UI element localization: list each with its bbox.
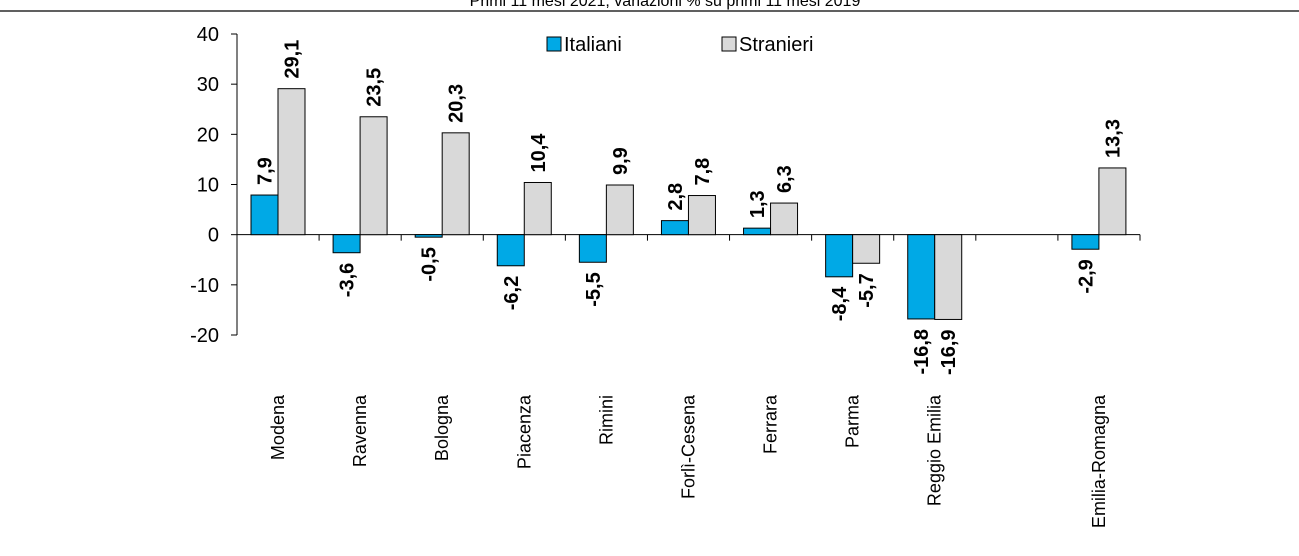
x-category-label: Modena bbox=[268, 394, 288, 460]
bar-italiani bbox=[414, 234, 443, 238]
axes: 40 30 20 10 0 -10 -20 Modena Ravenna Bologna Piace… bbox=[190, 24, 1141, 528]
data-label-stranieri: 10,4 bbox=[528, 133, 550, 173]
data-label-stranieri: 20,3 bbox=[446, 84, 468, 123]
y-tick-label: 30 bbox=[197, 74, 219, 96]
legend-swatch-stranieri bbox=[721, 36, 737, 52]
data-label-italiani: -16,8 bbox=[911, 329, 933, 375]
data-label-italiani: -3,6 bbox=[337, 263, 359, 297]
bar-italiani bbox=[825, 234, 854, 278]
x-category-label: Bologna bbox=[432, 394, 452, 461]
data-label-stranieri: 23,5 bbox=[364, 68, 386, 107]
x-category-label: Parma bbox=[843, 394, 863, 448]
bar-italiani bbox=[578, 234, 607, 263]
legend-label-stranieri: Stranieri bbox=[739, 34, 813, 56]
y-tick-label: 40 bbox=[197, 24, 219, 46]
x-category-label: Piacenza bbox=[514, 394, 534, 469]
data-label-italiani: -0,5 bbox=[419, 247, 441, 281]
bar-stranieri bbox=[852, 234, 881, 264]
legend: Italiani Stranieri bbox=[546, 34, 813, 56]
data-label-italiani: 2,8 bbox=[665, 183, 687, 211]
bar-italiani bbox=[496, 234, 525, 267]
x-category-label: Rimini bbox=[596, 395, 616, 445]
x-category-label: Emilia-Romagna bbox=[1089, 394, 1109, 528]
bar-italiani bbox=[250, 194, 279, 236]
data-label-stranieri: 13,3 bbox=[1102, 119, 1124, 158]
data-label-stranieri: -5,7 bbox=[856, 273, 878, 307]
x-category-label: Ferrara bbox=[761, 394, 781, 454]
data-label-italiani: -6,2 bbox=[501, 276, 523, 310]
y-tick-label: 10 bbox=[197, 175, 219, 197]
bar-stranieri bbox=[605, 184, 634, 236]
chart-subtitle: Primi 11 mesi 2021, variazioni % su prim… bbox=[470, 0, 861, 10]
bar-stranieri bbox=[1098, 167, 1127, 236]
bar-stranieri bbox=[359, 116, 388, 236]
bar-stranieri bbox=[770, 202, 799, 236]
data-label-stranieri: 6,3 bbox=[774, 165, 796, 193]
data-label-italiani: -5,5 bbox=[583, 272, 605, 306]
x-category-label: Reggio Emilia bbox=[925, 394, 945, 506]
data-label-stranieri: -16,9 bbox=[938, 329, 960, 375]
bar-italiani bbox=[907, 234, 936, 320]
data-label-stranieri: 9,9 bbox=[610, 147, 632, 175]
bar-italiani bbox=[660, 220, 689, 236]
bar-stranieri bbox=[277, 88, 306, 236]
y-tick-label: 0 bbox=[208, 225, 219, 247]
y-tick-label: 20 bbox=[197, 124, 219, 146]
data-label-italiani: 7,9 bbox=[255, 157, 277, 185]
bar-stranieri bbox=[523, 181, 552, 236]
x-category-label: Forlì-Cesena bbox=[678, 394, 698, 499]
legend-label-italiani: Italiani bbox=[564, 34, 622, 56]
data-label-stranieri: 29,1 bbox=[282, 40, 304, 79]
data-label-italiani: 1,3 bbox=[747, 190, 769, 218]
data-label-italiani: -2,9 bbox=[1075, 259, 1097, 293]
data-labels: 7,9 29,1 -3,6 23,5 -0,5 20,3 -6,2 10,4 -5,5 9,9 2,… bbox=[255, 40, 1125, 375]
y-tick-label: -20 bbox=[190, 325, 219, 347]
x-category-label: Ravenna bbox=[350, 394, 370, 467]
data-label-stranieri: 7,8 bbox=[692, 158, 714, 186]
bar-italiani bbox=[1071, 234, 1100, 250]
bar-stranieri bbox=[441, 132, 470, 236]
bar-italiani bbox=[743, 227, 772, 236]
bar-stranieri bbox=[687, 195, 716, 236]
bars bbox=[250, 88, 1127, 320]
bar-stranieri bbox=[934, 234, 963, 320]
data-label-italiani: -8,4 bbox=[829, 286, 851, 321]
y-tick-label: -10 bbox=[190, 275, 219, 297]
legend-swatch-italiani bbox=[546, 36, 562, 52]
bar-italiani bbox=[332, 234, 361, 254]
